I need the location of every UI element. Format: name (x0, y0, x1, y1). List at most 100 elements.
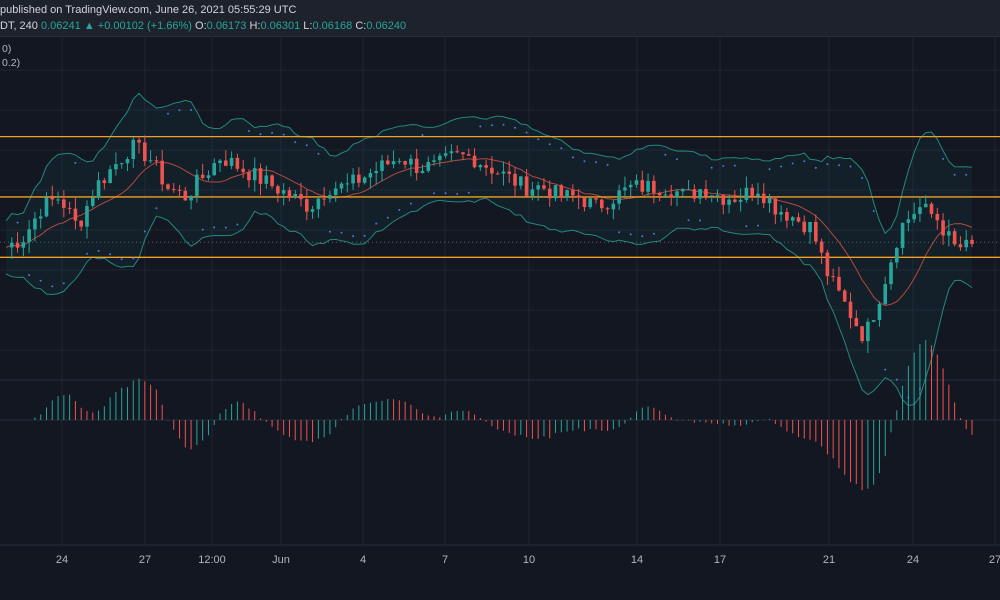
sar-dot (352, 235, 355, 238)
candle (391, 150, 396, 169)
candle-body (883, 284, 888, 305)
candle-body (67, 207, 72, 209)
candle (686, 180, 691, 191)
candle-body (692, 189, 697, 199)
candle-body (212, 163, 217, 176)
candle-body (420, 170, 425, 174)
candle (79, 220, 83, 232)
candle-body (698, 188, 702, 199)
candle-body (137, 139, 141, 143)
symbol-label[interactable]: DT, 240 (0, 20, 38, 32)
candle (761, 183, 766, 209)
band-basis (5, 158, 973, 307)
candle-body (854, 318, 859, 327)
candle-body (576, 195, 581, 198)
candle (709, 195, 714, 203)
x-tick-label: Jun (272, 554, 290, 566)
candle-body (160, 160, 164, 185)
candle (108, 165, 112, 184)
candle (767, 193, 772, 213)
candle-body (686, 189, 691, 191)
candle (143, 135, 147, 166)
candle-body (837, 276, 841, 291)
horizontal-levels (0, 135, 1000, 258)
candle (923, 195, 928, 208)
candle-body (490, 167, 494, 174)
candle (796, 212, 801, 223)
candle (276, 184, 280, 203)
candle-body (380, 160, 384, 171)
candle-body (895, 247, 899, 263)
sar-dot (490, 124, 493, 127)
candle-body (964, 239, 969, 248)
sar-dot (548, 143, 551, 146)
candle (559, 183, 564, 202)
candle-body (802, 221, 807, 233)
candle-body (443, 153, 448, 156)
candle-body (524, 176, 529, 196)
candle-body (513, 173, 517, 186)
sar-dot (849, 165, 852, 168)
sar-dot (16, 221, 19, 224)
candle-body (90, 197, 95, 206)
candle-body (553, 185, 558, 199)
candle (947, 219, 951, 247)
candle (808, 221, 812, 245)
last-price: 0.06241 (40, 20, 81, 32)
candle (137, 136, 141, 154)
candle-body (646, 180, 650, 192)
candle (785, 207, 789, 229)
candle (131, 137, 136, 168)
candle-body (339, 183, 344, 189)
candle-body (270, 175, 274, 187)
candle (189, 195, 193, 210)
candle (235, 153, 240, 172)
candle-body (750, 187, 754, 197)
candle-body (224, 160, 228, 166)
candle (247, 169, 251, 188)
candle (9, 237, 14, 260)
candle-body (877, 304, 882, 321)
candle (854, 310, 859, 327)
candle (270, 174, 274, 189)
candle-body (889, 262, 893, 285)
candle (802, 215, 807, 236)
candle (310, 205, 315, 219)
indicator-legend-1[interactable]: 0) (2, 43, 12, 55)
candle (85, 200, 89, 239)
candle-body (825, 252, 830, 277)
indicator-legend-2[interactable]: 0.2) (2, 57, 21, 69)
candle (299, 182, 303, 207)
sar-dot (236, 223, 239, 226)
sar-dot (398, 208, 401, 211)
candle-body (426, 161, 431, 171)
bollinger-bands (5, 92, 973, 407)
sar-dot (167, 112, 169, 115)
candle-body (449, 151, 454, 154)
sar-dot (768, 168, 771, 171)
candle (883, 276, 888, 306)
candle-body (588, 198, 593, 208)
candle-body (177, 189, 182, 191)
candle-body (333, 188, 338, 196)
sar-dot (375, 222, 378, 225)
candle (73, 198, 78, 230)
candle-body (397, 161, 402, 163)
candle (455, 145, 459, 154)
candle-body (779, 212, 783, 215)
candle (675, 188, 679, 207)
candle (727, 194, 731, 214)
candle (472, 148, 477, 169)
candle-body (252, 168, 257, 181)
candle-body (114, 164, 118, 170)
candle-body (131, 139, 136, 160)
sar-dot (872, 210, 875, 212)
open-value: 0.06173 (206, 20, 247, 32)
sar-dot (39, 279, 42, 282)
candle-body (709, 195, 714, 197)
candle (657, 191, 662, 202)
candle-body (565, 190, 569, 198)
sar-dot (109, 253, 112, 256)
